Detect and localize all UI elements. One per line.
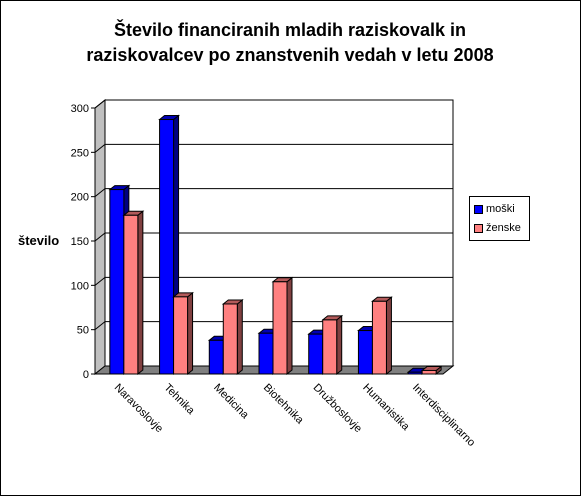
gridline-side-1 (94, 321, 106, 331)
x-tick-label-1: Tehnika (161, 382, 197, 418)
bar-side-1-3 (286, 276, 293, 376)
legend-swatch-0 (474, 204, 483, 214)
bar-side-1-4 (336, 314, 343, 376)
bar-0-6 (407, 371, 423, 375)
chart-title-line-2: raziskovalcev po znanstvenih vedah v let… (86, 45, 494, 65)
legend: moški ženske (469, 196, 530, 241)
y-tick-label-1: 50 (77, 325, 89, 337)
chart-title: Število financiranih mladih raziskovalk … (40, 18, 540, 68)
bar-side-1-2 (236, 298, 243, 376)
bar-0-2 (208, 339, 224, 375)
chart-title-line-1: Število financiranih mladih raziskovalk … (113, 20, 467, 40)
legend-item-1: ženske (474, 222, 521, 234)
bar-1-3 (272, 281, 288, 375)
y-axis-label: število (18, 233, 60, 248)
bar-side-1-5 (385, 296, 392, 376)
bar-0-0 (109, 189, 125, 375)
bar-0-5 (357, 330, 373, 375)
bar-1-2 (222, 303, 238, 375)
bar-side-1-0 (137, 210, 144, 376)
x-tick-label-0: Naravoslovje (112, 382, 165, 435)
y-tick-label-5: 250 (71, 147, 89, 159)
bar-0-3 (258, 332, 274, 375)
bar-1-6 (421, 369, 437, 375)
x-tick-label-3: Biotehnika (261, 382, 306, 427)
gridline-side-6 (94, 99, 106, 109)
gridline-side-4 (94, 188, 106, 198)
y-tick-label-3: 150 (71, 236, 89, 248)
legend-swatch-1 (474, 223, 483, 233)
bar-1-0 (123, 214, 139, 375)
x-tick-label-6: Interdisciplinarno (410, 382, 477, 449)
y-tick-label-4: 200 (71, 192, 89, 204)
bar-1-4 (322, 319, 338, 375)
y-tick-label-6: 300 (71, 103, 89, 115)
x-tick-label-4: Družboslovje (311, 382, 364, 435)
gridline-side-5 (94, 143, 106, 153)
y-tick-label-0: 0 (83, 369, 89, 381)
bar-side-1-1 (187, 291, 194, 376)
bar-0-4 (308, 333, 324, 375)
legend-item-0: moški (474, 203, 515, 215)
gridline-side-2 (94, 276, 106, 286)
legend-label-0: moški (486, 203, 515, 215)
bar-1-1 (173, 296, 189, 375)
bar-1-5 (371, 300, 387, 375)
bar-0-1 (159, 119, 175, 375)
x-tick-label-2: Medicina (211, 382, 251, 422)
legend-label-1: ženske (486, 222, 521, 234)
x-tick-label-5: Humanistika (360, 382, 412, 434)
y-tick-label-2: 100 (71, 280, 89, 292)
gridline-side-3 (94, 232, 106, 242)
